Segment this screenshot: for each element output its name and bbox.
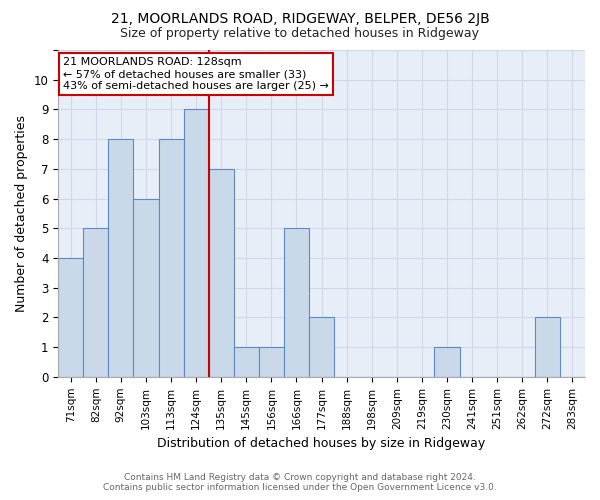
Bar <box>234 347 259 377</box>
Bar <box>284 228 309 377</box>
X-axis label: Distribution of detached houses by size in Ridgeway: Distribution of detached houses by size … <box>157 437 486 450</box>
Bar <box>309 318 334 377</box>
Bar <box>184 110 209 377</box>
Bar <box>133 198 158 377</box>
Text: 21 MOORLANDS ROAD: 128sqm
← 57% of detached houses are smaller (33)
43% of semi-: 21 MOORLANDS ROAD: 128sqm ← 57% of detac… <box>63 58 329 90</box>
Bar <box>434 347 460 377</box>
Bar <box>158 139 184 377</box>
Text: 21, MOORLANDS ROAD, RIDGEWAY, BELPER, DE56 2JB: 21, MOORLANDS ROAD, RIDGEWAY, BELPER, DE… <box>110 12 490 26</box>
Bar <box>83 228 109 377</box>
Y-axis label: Number of detached properties: Number of detached properties <box>15 115 28 312</box>
Text: Contains HM Land Registry data © Crown copyright and database right 2024.
Contai: Contains HM Land Registry data © Crown c… <box>103 473 497 492</box>
Bar <box>109 139 133 377</box>
Text: Size of property relative to detached houses in Ridgeway: Size of property relative to detached ho… <box>121 28 479 40</box>
Bar <box>259 347 284 377</box>
Bar <box>209 169 234 377</box>
Bar <box>58 258 83 377</box>
Bar <box>535 318 560 377</box>
